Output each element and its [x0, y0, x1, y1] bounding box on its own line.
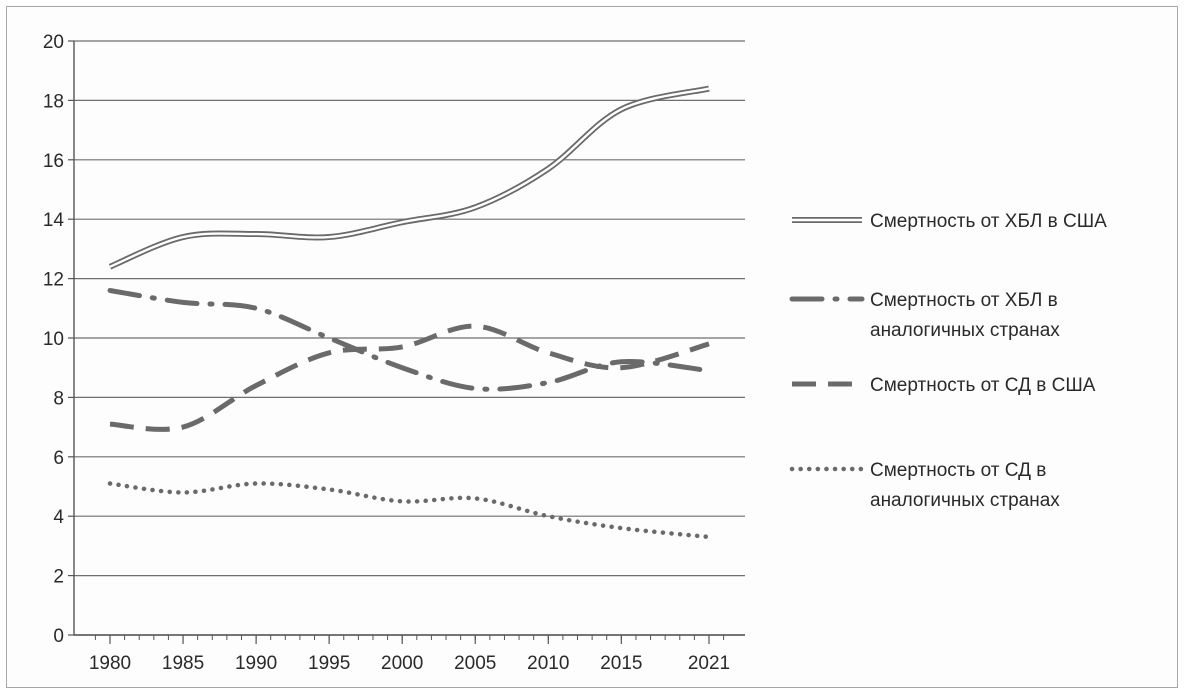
- data-point: [474, 325, 476, 327]
- y-tick-label: 12: [43, 270, 64, 291]
- y-tick-label: 2: [53, 567, 64, 588]
- data-point: [547, 352, 549, 354]
- x-tick-label: 2015: [600, 653, 642, 674]
- legend-label: аналогичных странах: [870, 320, 1060, 341]
- series-line-0: [108, 85, 710, 270]
- y-tick-label: 10: [43, 329, 64, 350]
- x-tick-label: 1995: [308, 653, 350, 674]
- line-chart: 0 2 4 6 8 10 12 14 16 18 20 1980 1985 1990 1995 2000 200…: [43, 32, 1107, 674]
- data-point: [547, 382, 549, 384]
- series-2: [109, 323, 710, 432]
- series-0: [108, 85, 710, 270]
- data-point: [182, 491, 184, 493]
- y-tick-label: 20: [43, 32, 64, 53]
- series-line-0-inner: [109, 87, 710, 268]
- series-line-1: [107, 287, 712, 392]
- series-line-3: [107, 481, 712, 540]
- grid-layer: [74, 40, 745, 636]
- x-tick-label: 2005: [454, 653, 496, 674]
- y-tick-label: 4: [53, 507, 64, 528]
- series-line-2: [109, 323, 710, 432]
- x-tick-label: 2010: [527, 653, 569, 674]
- data-point: [474, 387, 476, 389]
- chart-frame: 0 2 4 6 8 10 12 14 16 18 20 1980 1985 1990 1995 2000 200…: [6, 6, 1178, 688]
- legend-label: Смертность от ХБЛ в США: [870, 211, 1107, 232]
- data-point: [708, 370, 710, 372]
- y-tick-label: 14: [43, 210, 65, 231]
- legend-entry-1: Смертность от ХБЛ в аналогичных странах: [789, 290, 1060, 341]
- x-tick-label: 1980: [89, 653, 131, 674]
- legend-label: Смертность от ХБЛ в: [870, 290, 1058, 311]
- x-tick-label: 1985: [162, 653, 204, 674]
- y-tick-label: 8: [53, 388, 64, 409]
- legend-label: аналогичных странах: [870, 490, 1060, 511]
- legend: Смертность от ХБЛ в США Смертность от ХБЛ…: [789, 211, 1107, 511]
- y-tick-label: 6: [53, 448, 64, 469]
- x-tick-label: 2000: [381, 653, 423, 674]
- series-1: [107, 287, 712, 392]
- x-tick-label: 2021: [688, 653, 730, 674]
- y-tick-label: 18: [43, 91, 64, 112]
- y-tick-label: 16: [43, 151, 64, 172]
- legend-entry-0: Смертность от ХБЛ в США: [792, 211, 1107, 232]
- axis-layer: 0 2 4 6 8 10 12 14 16 18 20 1980 1985 1990 1995 2000 200…: [43, 32, 745, 674]
- y-tick-label: 0: [53, 626, 64, 647]
- legend-entry-2: Смертность от СД в США: [792, 375, 1096, 396]
- legend-entry-3: Смертность от СД в аналогичных странах: [789, 460, 1060, 511]
- legend-label: Смертность от СД в США: [870, 375, 1096, 396]
- series-3: [107, 481, 712, 540]
- series-layer: [107, 85, 712, 540]
- legend-label: Смертность от СД в: [870, 460, 1046, 481]
- x-tick-label: 1990: [235, 653, 277, 674]
